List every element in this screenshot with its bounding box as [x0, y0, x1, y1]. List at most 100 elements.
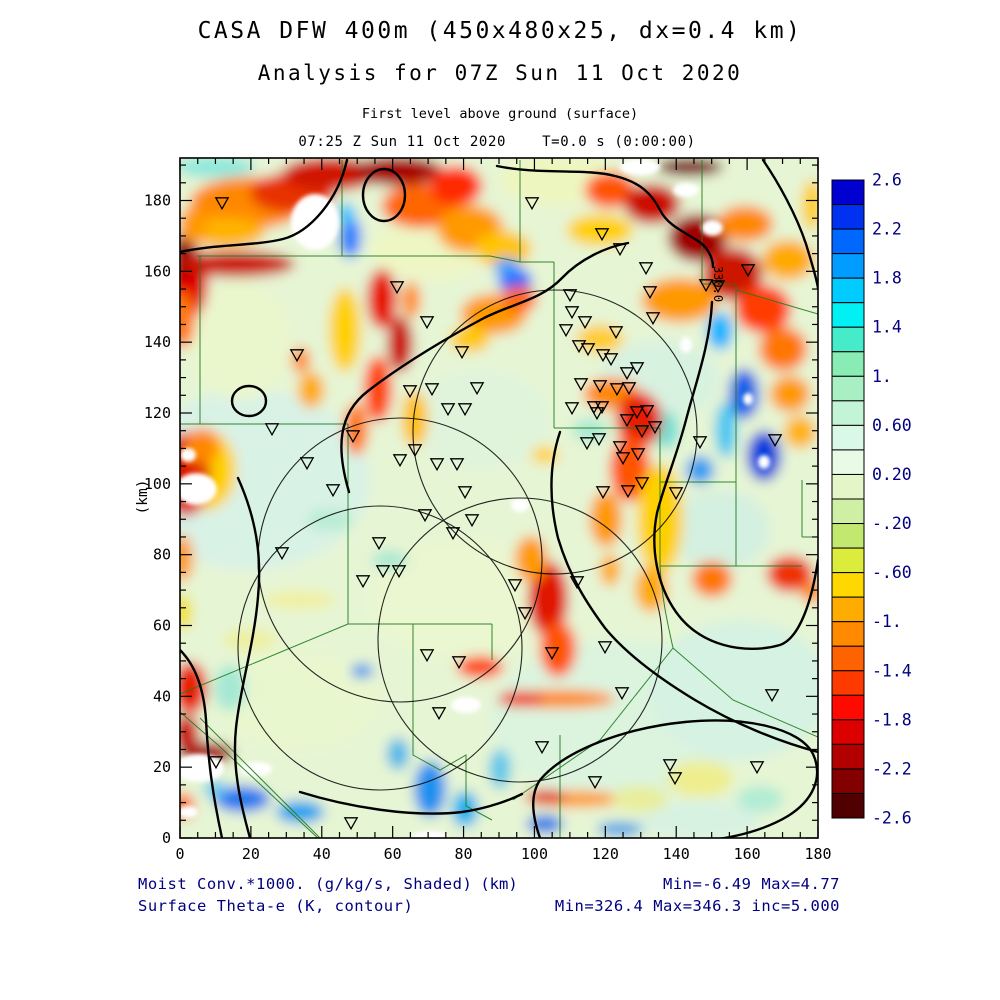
colorbar-tick-label: 1.4	[872, 318, 902, 337]
theta-e-contour	[180, 158, 349, 254]
colorbar: 2.6 2.2 1.8 1.4 1. 0.60 0.20 -.20 -.60 -1. -1.4 -1.…	[831, 171, 912, 828]
field-blob	[276, 801, 324, 823]
station-markers	[208, 197, 783, 831]
contour-field-caption: Surface Theta-e (K, contour)	[138, 897, 413, 915]
colorbar-cell	[831, 645, 865, 672]
colorbar-cell	[831, 449, 865, 475]
field-blob	[367, 269, 397, 329]
colorbar-tick-label: 1.	[872, 367, 892, 386]
colorbar-cell	[831, 473, 865, 500]
y-tick-label: 160	[144, 262, 171, 280]
station-marker	[619, 367, 635, 381]
field-blob	[735, 285, 791, 333]
offscale-white-patches	[180, 159, 770, 838]
station-marker	[621, 382, 637, 396]
field-blob	[692, 561, 732, 597]
colorbar-cell	[831, 743, 865, 770]
station-marker	[289, 349, 305, 363]
station-marker	[449, 458, 465, 472]
contour-value-label: 330.0	[711, 266, 725, 302]
field-blob	[531, 446, 559, 464]
level-line: First level above ground (surface)	[362, 106, 638, 122]
station-marker	[592, 380, 608, 394]
field-blob	[572, 419, 608, 441]
theta-e-contour	[495, 164, 715, 269]
station-marker	[645, 312, 661, 326]
field-blob	[715, 402, 737, 458]
station-marker	[402, 385, 418, 399]
station-marker	[440, 403, 456, 417]
county-line	[199, 717, 321, 838]
station-marker	[564, 306, 580, 320]
x-axis-unit-label: (km)	[480, 875, 517, 893]
field-blob	[475, 231, 531, 267]
station-marker	[445, 527, 461, 541]
colorbar-tick-label: -2.2	[872, 759, 912, 778]
field-blob	[351, 664, 373, 678]
y-tick-label: 140	[144, 333, 171, 351]
station-marker	[325, 484, 341, 498]
field-blob	[585, 172, 635, 208]
field-blob	[190, 280, 290, 400]
field-blob	[703, 248, 763, 300]
field-blob	[612, 786, 668, 812]
colorbar-cell	[831, 351, 865, 377]
range-ring	[412, 289, 698, 575]
field-blob	[489, 749, 511, 789]
station-marker	[564, 402, 580, 416]
colorbar-cell	[831, 228, 865, 255]
field-blob	[667, 761, 733, 797]
x-tick-label: 100	[521, 845, 548, 863]
field-blob	[402, 282, 420, 318]
field-blob	[364, 356, 392, 422]
colorbar-tick-label: -.20	[872, 514, 912, 533]
station-marker	[464, 514, 480, 528]
offscale-patch	[291, 194, 339, 250]
county-line	[672, 647, 818, 738]
field-blob	[414, 761, 446, 817]
field-blob	[770, 376, 810, 412]
x-tick-label: 40	[313, 845, 331, 863]
range-ring	[377, 497, 663, 783]
contour-minmax: Min=326.4 Max=346.3 inc=5.000	[555, 897, 840, 915]
offscale-patch	[680, 337, 692, 353]
station-marker	[391, 565, 407, 579]
county-line	[489, 255, 521, 263]
station-marker	[299, 457, 315, 471]
station-marker	[749, 761, 765, 775]
station-marker	[710, 280, 726, 294]
y-tick-label: 40	[153, 687, 171, 705]
field-blob	[526, 790, 566, 804]
field-blob	[180, 158, 255, 178]
station-marker	[667, 772, 683, 786]
field-blob	[686, 456, 714, 484]
station-marker	[507, 579, 523, 593]
colorbar-tick-label: -1.8	[872, 710, 912, 729]
station-marker	[517, 607, 533, 621]
colorbar-tick-label: -2.6	[872, 809, 912, 828]
station-marker	[591, 433, 607, 447]
field-blob	[528, 561, 568, 637]
station-marker	[429, 458, 445, 472]
field-blob	[372, 551, 408, 569]
station-marker	[638, 262, 654, 276]
field-blob	[450, 326, 490, 352]
y-tick-label: 0	[162, 829, 171, 847]
offscale-patch	[180, 473, 217, 505]
station-marker	[642, 286, 658, 300]
field-blob	[264, 591, 336, 609]
station-marker	[662, 759, 678, 773]
theta-e-contour	[361, 167, 407, 223]
chart-title: CASA DFW 400m (450x480x25, dx=0.4 km)	[198, 18, 803, 44]
field-blob	[717, 206, 773, 242]
station-marker	[639, 405, 655, 419]
station-marker	[573, 378, 589, 392]
station-marker	[407, 444, 423, 458]
x-tick-label: 120	[592, 845, 619, 863]
theta-e-contour	[532, 719, 818, 838]
offscale-patch	[451, 697, 481, 713]
colorbar-tick-label: 0.60	[872, 416, 912, 435]
station-marker	[419, 649, 435, 663]
station-marker	[431, 707, 447, 721]
